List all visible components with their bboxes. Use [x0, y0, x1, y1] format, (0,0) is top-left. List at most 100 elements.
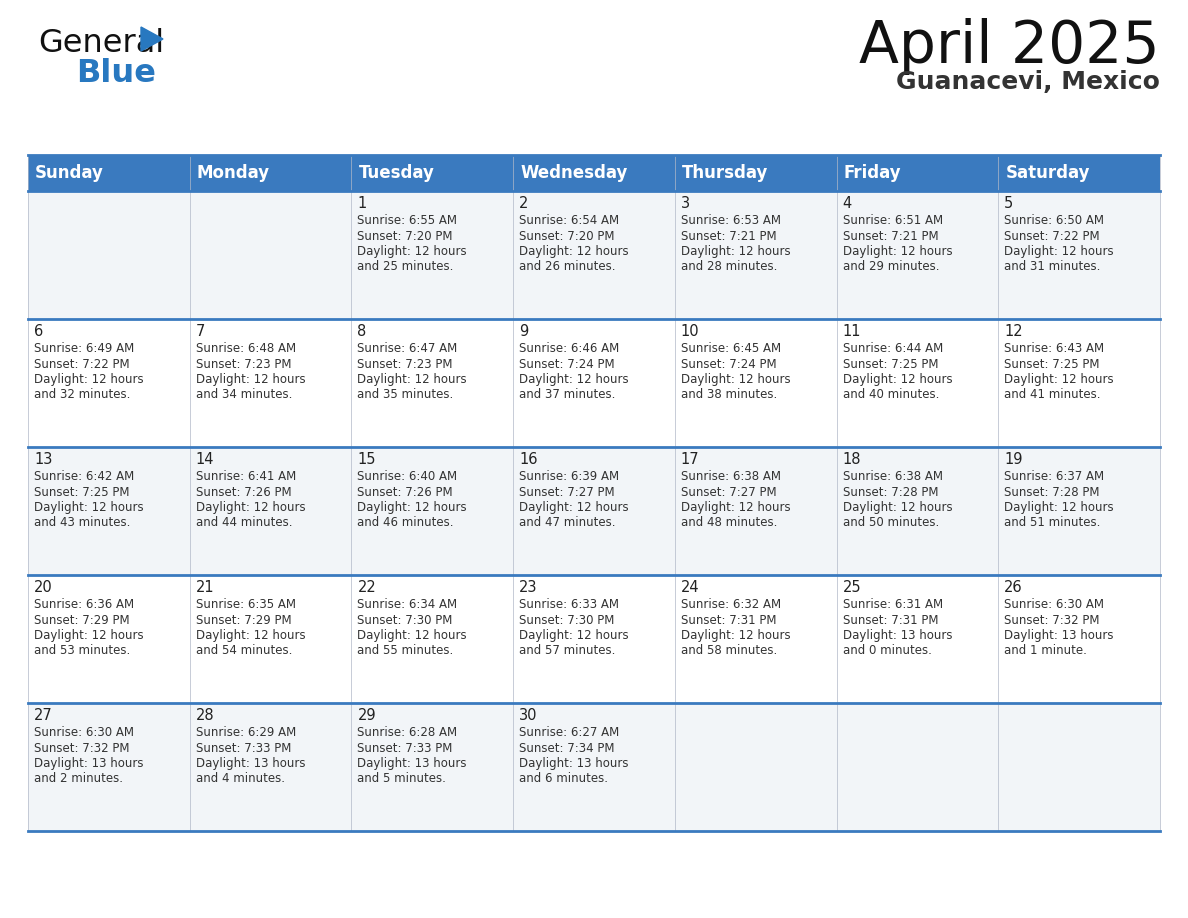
Text: Sunset: 7:23 PM: Sunset: 7:23 PM — [358, 357, 453, 371]
Text: Daylight: 12 hours: Daylight: 12 hours — [358, 629, 467, 642]
Bar — [29, 703, 190, 831]
Text: and 55 minutes.: and 55 minutes. — [358, 644, 454, 657]
Text: and 54 minutes.: and 54 minutes. — [196, 644, 292, 657]
Text: Sunrise: 6:41 AM: Sunrise: 6:41 AM — [196, 470, 296, 483]
Text: Daylight: 12 hours: Daylight: 12 hours — [358, 501, 467, 514]
Bar — [675, 575, 836, 703]
Text: 21: 21 — [196, 580, 214, 595]
Text: and 57 minutes.: and 57 minutes. — [519, 644, 615, 657]
Text: Sunrise: 6:50 AM: Sunrise: 6:50 AM — [1004, 214, 1105, 227]
Text: Daylight: 13 hours: Daylight: 13 hours — [519, 757, 628, 770]
Text: 3: 3 — [681, 196, 690, 211]
Text: Sunset: 7:28 PM: Sunset: 7:28 PM — [842, 486, 939, 498]
Text: Sunrise: 6:39 AM: Sunrise: 6:39 AM — [519, 470, 619, 483]
Text: Sunrise: 6:29 AM: Sunrise: 6:29 AM — [196, 726, 296, 739]
Text: Daylight: 12 hours: Daylight: 12 hours — [842, 245, 953, 258]
Text: Sunset: 7:27 PM: Sunset: 7:27 PM — [519, 486, 614, 498]
Text: Sunrise: 6:55 AM: Sunrise: 6:55 AM — [358, 214, 457, 227]
Text: Sunrise: 6:49 AM: Sunrise: 6:49 AM — [34, 342, 134, 355]
Bar — [836, 191, 998, 319]
Text: Sunset: 7:30 PM: Sunset: 7:30 PM — [519, 613, 614, 626]
Bar — [675, 703, 836, 831]
Text: Sunrise: 6:30 AM: Sunrise: 6:30 AM — [1004, 598, 1105, 611]
Text: Sunday: Sunday — [34, 164, 103, 182]
Bar — [836, 575, 998, 703]
Bar — [836, 155, 998, 191]
Text: Daylight: 12 hours: Daylight: 12 hours — [519, 501, 628, 514]
Text: 14: 14 — [196, 452, 214, 467]
Text: Daylight: 13 hours: Daylight: 13 hours — [842, 629, 952, 642]
Text: Daylight: 12 hours: Daylight: 12 hours — [519, 245, 628, 258]
Text: Sunrise: 6:31 AM: Sunrise: 6:31 AM — [842, 598, 943, 611]
Text: Sunrise: 6:35 AM: Sunrise: 6:35 AM — [196, 598, 296, 611]
Text: Sunset: 7:24 PM: Sunset: 7:24 PM — [519, 357, 614, 371]
Text: and 53 minutes.: and 53 minutes. — [34, 644, 131, 657]
Bar — [190, 703, 352, 831]
Text: 13: 13 — [34, 452, 52, 467]
Bar — [29, 575, 190, 703]
Bar — [29, 155, 190, 191]
Text: Sunset: 7:33 PM: Sunset: 7:33 PM — [196, 742, 291, 755]
Bar — [352, 155, 513, 191]
Text: Sunrise: 6:33 AM: Sunrise: 6:33 AM — [519, 598, 619, 611]
Bar — [998, 447, 1159, 575]
Text: and 6 minutes.: and 6 minutes. — [519, 773, 608, 786]
Bar — [675, 191, 836, 319]
Bar — [190, 575, 352, 703]
Text: Daylight: 12 hours: Daylight: 12 hours — [34, 629, 144, 642]
Text: 2: 2 — [519, 196, 529, 211]
Bar — [352, 191, 513, 319]
Text: and 1 minute.: and 1 minute. — [1004, 644, 1087, 657]
Text: Sunrise: 6:47 AM: Sunrise: 6:47 AM — [358, 342, 457, 355]
Text: Blue: Blue — [76, 58, 156, 89]
Text: Sunset: 7:20 PM: Sunset: 7:20 PM — [519, 230, 614, 242]
Text: 9: 9 — [519, 324, 529, 339]
Text: Daylight: 12 hours: Daylight: 12 hours — [681, 373, 790, 386]
Text: 30: 30 — [519, 708, 538, 723]
Text: and 34 minutes.: and 34 minutes. — [196, 388, 292, 401]
Text: Sunrise: 6:27 AM: Sunrise: 6:27 AM — [519, 726, 619, 739]
Text: Friday: Friday — [843, 164, 902, 182]
Text: Sunrise: 6:48 AM: Sunrise: 6:48 AM — [196, 342, 296, 355]
Bar — [352, 319, 513, 447]
Text: Guanacevi, Mexico: Guanacevi, Mexico — [896, 70, 1159, 94]
Text: and 37 minutes.: and 37 minutes. — [519, 388, 615, 401]
Text: Daylight: 12 hours: Daylight: 12 hours — [196, 629, 305, 642]
Text: Daylight: 12 hours: Daylight: 12 hours — [842, 501, 953, 514]
Text: Sunrise: 6:40 AM: Sunrise: 6:40 AM — [358, 470, 457, 483]
Text: Saturday: Saturday — [1005, 164, 1089, 182]
Text: and 46 minutes.: and 46 minutes. — [358, 517, 454, 530]
Text: 18: 18 — [842, 452, 861, 467]
Bar — [998, 575, 1159, 703]
Text: and 48 minutes.: and 48 minutes. — [681, 517, 777, 530]
Bar — [513, 703, 675, 831]
Text: Sunset: 7:32 PM: Sunset: 7:32 PM — [1004, 613, 1100, 626]
Text: General: General — [38, 28, 164, 59]
Text: Daylight: 13 hours: Daylight: 13 hours — [196, 757, 305, 770]
Bar — [998, 155, 1159, 191]
Text: Sunset: 7:22 PM: Sunset: 7:22 PM — [1004, 230, 1100, 242]
Text: Sunset: 7:31 PM: Sunset: 7:31 PM — [681, 613, 776, 626]
Text: Sunset: 7:34 PM: Sunset: 7:34 PM — [519, 742, 614, 755]
Text: Sunset: 7:30 PM: Sunset: 7:30 PM — [358, 613, 453, 626]
Text: Daylight: 12 hours: Daylight: 12 hours — [681, 629, 790, 642]
Text: Sunrise: 6:28 AM: Sunrise: 6:28 AM — [358, 726, 457, 739]
Text: Daylight: 12 hours: Daylight: 12 hours — [1004, 245, 1114, 258]
Text: Sunset: 7:31 PM: Sunset: 7:31 PM — [842, 613, 939, 626]
Polygon shape — [141, 27, 163, 51]
Text: Sunrise: 6:38 AM: Sunrise: 6:38 AM — [681, 470, 781, 483]
Text: Sunrise: 6:36 AM: Sunrise: 6:36 AM — [34, 598, 134, 611]
Text: 24: 24 — [681, 580, 700, 595]
Text: and 25 minutes.: and 25 minutes. — [358, 261, 454, 274]
Text: Sunset: 7:25 PM: Sunset: 7:25 PM — [34, 486, 129, 498]
Text: 20: 20 — [34, 580, 52, 595]
Text: and 26 minutes.: and 26 minutes. — [519, 261, 615, 274]
Bar — [675, 319, 836, 447]
Text: Daylight: 12 hours: Daylight: 12 hours — [358, 373, 467, 386]
Text: Daylight: 13 hours: Daylight: 13 hours — [358, 757, 467, 770]
Text: Sunset: 7:25 PM: Sunset: 7:25 PM — [1004, 357, 1100, 371]
Text: Daylight: 12 hours: Daylight: 12 hours — [681, 245, 790, 258]
Text: and 29 minutes.: and 29 minutes. — [842, 261, 939, 274]
Text: 11: 11 — [842, 324, 861, 339]
Text: Sunset: 7:24 PM: Sunset: 7:24 PM — [681, 357, 777, 371]
